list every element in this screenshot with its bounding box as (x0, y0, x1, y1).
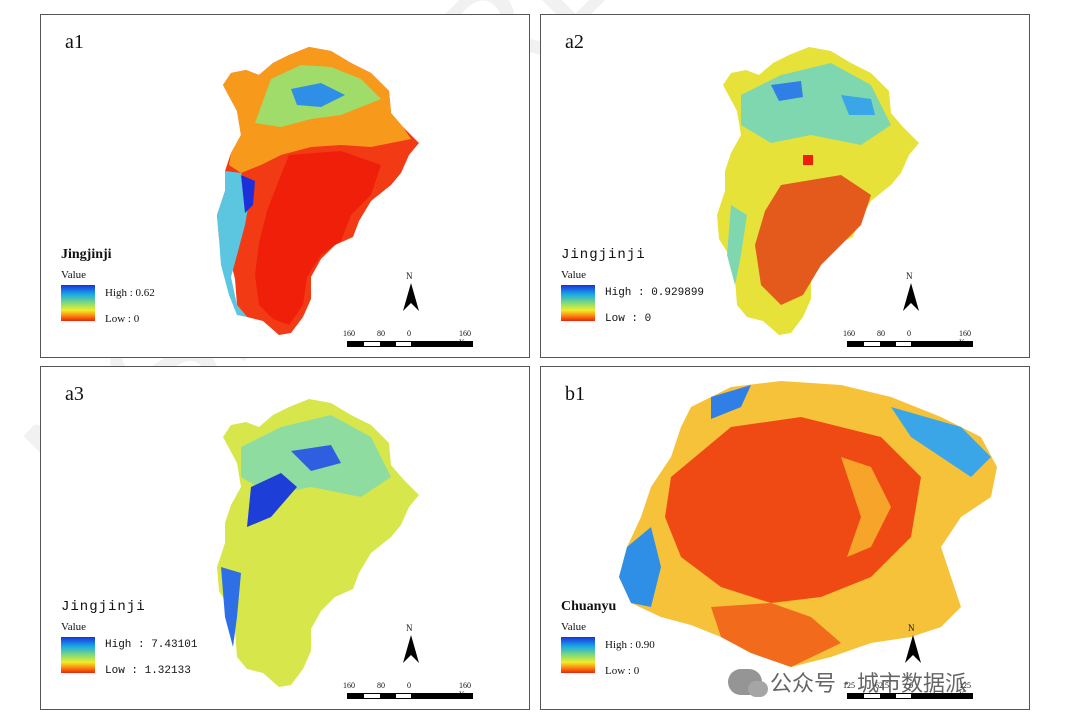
map-panel-a3: a3 Jingjinji Value High : 7.43101 Low : … (40, 366, 530, 710)
value-label: Value (561, 269, 587, 281)
region-title: Jingjinji (61, 247, 112, 262)
legend-low: Low : 0 (605, 665, 640, 677)
map-panel-a2: a2 Jingjinji Value High : 0.929899 Low :… (540, 14, 1030, 358)
map-panel-b1: b1 Chuanyu Value High : 0.90 Low : 0 N 1… (540, 366, 1030, 710)
map-panel-a1: a1 Jingjinji Value High : 0.62 Low : 0 N… (40, 14, 530, 358)
legend: Jingjinji Value High : 7.43101 Low : 1.3… (61, 599, 197, 677)
panel-label: b1 (565, 383, 585, 405)
legend-high: High : 0.929899 (605, 287, 705, 299)
scale-bar: 125 62.5 0 125 Km (843, 681, 977, 701)
chuanyu-map-b1 (619, 381, 997, 667)
value-label: Value (561, 621, 587, 633)
scale-bar: 160 80 0 160 Km (343, 329, 477, 349)
watermark: 公众号 · 城市数据派 (728, 666, 967, 698)
legend-low: Low : 1.32133 (105, 665, 191, 677)
color-ramp (61, 285, 95, 321)
jingjinji-map-a1 (217, 47, 419, 335)
wechat-icon (728, 669, 768, 697)
panel-label: a1 (65, 31, 84, 53)
scale-bar: 160 80 0 160 Km (343, 681, 477, 701)
region-title: Chuanyu (561, 599, 617, 614)
region-title: Jingjinji (61, 599, 146, 615)
color-ramp (61, 637, 95, 673)
north-arrow-icon (403, 635, 419, 663)
panel-label: a2 (565, 31, 584, 53)
legend-high: High : 7.43101 (105, 639, 198, 651)
watermark-text: 公众号 · 城市数据派 (770, 672, 967, 697)
legend: Chuanyu Value High : 0.90 Low : 0 (561, 599, 655, 677)
north-arrow: N (903, 623, 923, 665)
jingjinji-map-a2 (717, 47, 919, 335)
legend-low: Low : 0 (105, 313, 140, 325)
value-label: Value (61, 621, 87, 633)
jingjinji-map-a3 (217, 399, 419, 687)
region-title: Jingjinji (561, 247, 646, 263)
legend: Jingjinji Value High : 0.62 Low : 0 (61, 247, 155, 325)
north-arrow: N (901, 271, 921, 313)
legend-low: Low : 0 (605, 313, 652, 325)
panel-label: a3 (65, 383, 84, 405)
scale-bar: 160 80 0 160 Km (843, 329, 977, 349)
color-ramp (561, 285, 595, 321)
north-arrow-icon (403, 283, 419, 311)
legend-high: High : 0.62 (105, 287, 155, 299)
color-ramp (561, 637, 595, 673)
value-label: Value (61, 269, 87, 281)
north-arrow: N (401, 271, 421, 313)
legend-high: High : 0.90 (605, 639, 655, 651)
north-arrow-icon (905, 635, 921, 663)
north-arrow-icon (903, 283, 919, 311)
north-arrow: N (401, 623, 421, 665)
legend: Jingjinji Value High : 0.929899 Low : 0 (561, 247, 704, 325)
